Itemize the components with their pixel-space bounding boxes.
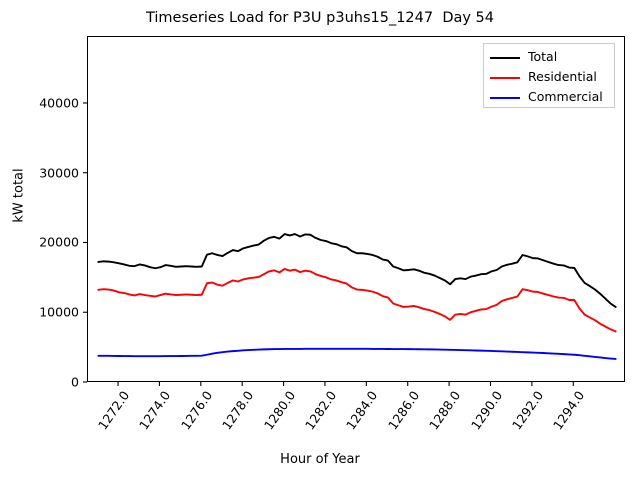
y-axis-ticks: 0 10000 20000 30000 40000 [0, 0, 79, 480]
legend-swatch-commercial [490, 97, 520, 99]
series-line-residential [97, 267, 617, 333]
legend-swatch-total [490, 57, 520, 59]
series-line-total [97, 233, 617, 308]
x-tick-label: 1286.0 [384, 388, 423, 433]
legend-swatch-residential [490, 77, 520, 79]
x-tick-label: 1288.0 [426, 388, 464, 433]
legend-item-commercial: Commercial [490, 88, 612, 108]
x-tick-label: 1278.0 [219, 388, 257, 433]
x-tick-label: 1284.0 [343, 388, 381, 433]
y-tick-label: 10000 [39, 304, 79, 320]
legend-item-total: Total [490, 48, 612, 68]
y-tick-label: 30000 [39, 165, 79, 181]
x-tick-label: 1274.0 [136, 388, 174, 433]
x-tick-label: 1280.0 [260, 388, 298, 433]
chart-legend: Total Residential Commercial [483, 43, 615, 108]
x-tick-label: 1294.0 [550, 388, 588, 433]
plot-lines [97, 233, 617, 360]
legend-item-residential: Residential [490, 68, 612, 88]
x-tick-label: 1276.0 [177, 388, 216, 433]
legend-label-residential: Residential [528, 69, 597, 84]
y-axis-label: kW total [11, 168, 27, 223]
legend-label-commercial: Commercial [528, 89, 603, 104]
y-tick-label: 0 [71, 374, 79, 390]
y-tick-label: 20000 [39, 234, 79, 250]
x-axis-label: Hour of Year [280, 452, 360, 467]
x-tick-label: 1272.0 [94, 388, 133, 433]
x-tick-label: 1292.0 [508, 388, 547, 433]
legend-label-total: Total [528, 49, 558, 64]
series-line-commercial [97, 347, 617, 360]
x-tick-label: 1282.0 [301, 388, 340, 433]
chart-title: Timeseries Load for P3U p3uhs15_1247 Day… [145, 10, 495, 26]
x-tick-label: 1290.0 [467, 388, 505, 433]
y-tick-label: 40000 [39, 95, 79, 111]
